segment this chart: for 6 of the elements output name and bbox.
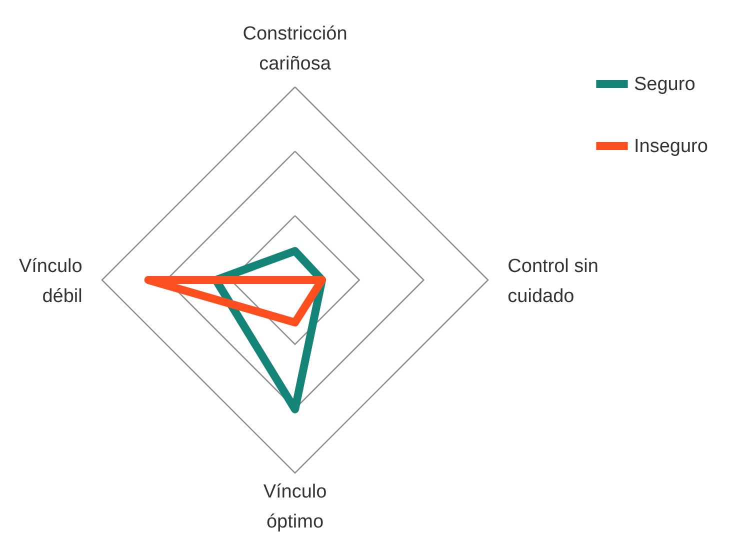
legend-label: Seguro	[634, 74, 696, 95]
legend-label: Inseguro	[634, 136, 708, 157]
spoke-label: Control sin cuidado	[508, 256, 598, 307]
spoke-label: Constricción cariñosa	[242, 23, 348, 74]
spoke-label: Vínculo débil	[18, 256, 82, 307]
spoke-label: Vínculo óptimo	[263, 482, 327, 533]
